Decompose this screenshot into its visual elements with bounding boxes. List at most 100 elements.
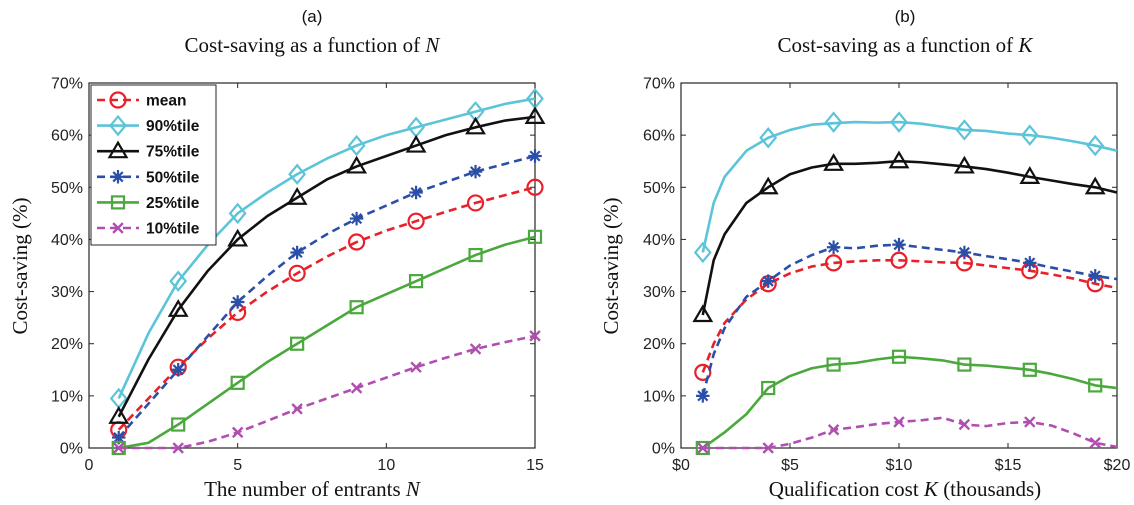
data-point-10pcttile-a xyxy=(113,442,125,454)
y-tick-label-b: 50% xyxy=(643,180,675,197)
data-point-75pcttile-b xyxy=(823,153,845,171)
x-axis-label-a-var: N xyxy=(405,477,421,501)
series-line-25pcttile-a xyxy=(118,235,536,450)
legend-label-25pcttile: 25%tile xyxy=(146,195,200,212)
y-tick-label-a: 10% xyxy=(51,388,83,405)
y-axis-label-b: Cost-saving (%) xyxy=(599,197,623,334)
data-point-75pcttile-a xyxy=(167,299,189,317)
series-line-25pcttile-b xyxy=(702,355,1118,450)
x-tick-label-a: 0 xyxy=(85,457,94,474)
y-tick-label-b: 10% xyxy=(643,388,675,405)
chart-title-a: Cost-saving as a function of N xyxy=(185,33,441,57)
legend-marker-50pcttile xyxy=(111,170,125,184)
data-point-90pcttile-a xyxy=(288,163,307,185)
data-point-25pcttile-a xyxy=(408,274,424,289)
data-point-50pcttile-a xyxy=(468,164,483,179)
data-point-mean-a xyxy=(526,178,544,196)
data-point-10pcttile-b xyxy=(1089,437,1101,449)
data-point-10pcttile-a xyxy=(469,343,482,355)
x-axis-label-b-suffix: (thousands) xyxy=(938,477,1041,501)
chart-title-a-var: N xyxy=(424,33,440,57)
data-point-25pcttile-b xyxy=(891,349,907,364)
series-line-10pcttile-a xyxy=(118,334,536,450)
x-axis-label-a: The number of entrants N xyxy=(204,477,421,501)
axes-box-a xyxy=(88,82,536,449)
data-point-10pcttile-a xyxy=(172,442,184,454)
data-point-75pcttile-b xyxy=(1019,166,1041,184)
chart-title-a-text: Cost-saving as a function of xyxy=(185,33,426,57)
y-tick-label-b: 30% xyxy=(643,284,675,301)
chart-panel-a: (a) Cost-saving as a function of N The n… xyxy=(8,7,546,501)
y-tick-label-b: 40% xyxy=(643,232,675,249)
data-point-50pcttile-a xyxy=(409,185,423,200)
x-tick-label-a: 10 xyxy=(377,457,395,474)
legend-marker-10pcttile xyxy=(112,222,124,234)
data-point-10pcttile-a xyxy=(529,330,541,342)
data-point-25pcttile-b xyxy=(826,357,841,372)
data-point-75pcttile-b xyxy=(888,150,910,169)
data-point-90pcttile-a xyxy=(169,270,188,292)
legend-a: mean 90%tile 75%tile 50%tile 25%tile 10%tile xyxy=(90,84,217,246)
y-tick-label-a: 50% xyxy=(51,180,83,197)
data-point-25pcttile-b xyxy=(761,380,776,396)
legend-marker-75pcttile xyxy=(107,140,129,159)
data-point-50pcttile-a xyxy=(528,149,542,163)
data-point-mean-b xyxy=(694,363,712,381)
data-point-75pcttile-a xyxy=(227,228,249,247)
data-point-75pcttile-a xyxy=(286,187,308,205)
series-line-50pcttile-a xyxy=(117,154,536,439)
legend-label-90pcttile: 90%tile xyxy=(146,118,200,135)
data-point-10pcttile-a xyxy=(350,382,363,394)
series-line-mean-a xyxy=(117,186,536,431)
y-tick-label-b: 20% xyxy=(643,336,675,353)
data-point-mean-b xyxy=(890,251,908,269)
legend-marker-90pcttile xyxy=(109,114,127,137)
data-point-75pcttile-a xyxy=(405,134,427,153)
data-point-10pcttile-b xyxy=(1024,416,1036,428)
panel-label-a: (a) xyxy=(302,7,323,26)
x-tick-label-b: $15 xyxy=(995,457,1022,474)
data-point-50pcttile-a xyxy=(230,295,245,309)
x-tick-label-a: 15 xyxy=(526,457,544,474)
series-line-50pcttile-b xyxy=(701,243,1118,397)
data-point-50pcttile-b xyxy=(957,245,972,260)
data-point-90pcttile-a xyxy=(347,134,366,157)
y-tick-label-a: 30% xyxy=(51,284,83,301)
y-tick-label-b: 0% xyxy=(652,441,675,458)
data-point-50pcttile-a xyxy=(349,211,364,226)
x-tick-label-b: $5 xyxy=(781,457,799,474)
data-point-50pcttile-b xyxy=(892,237,906,252)
chart-title-b: Cost-saving as a function of K xyxy=(778,33,1034,57)
data-point-90pcttile-b xyxy=(824,111,843,133)
y-tick-label-a: 60% xyxy=(51,128,83,145)
plot-area-b: 0% 10% 20% 30% 40% 50% 60% 70% $0 $5 $10 $15 $20 xyxy=(643,76,1130,475)
data-point-25pcttile-a xyxy=(230,375,245,390)
x-tick-label-b: $20 xyxy=(1104,457,1131,474)
data-point-10pcttile-b xyxy=(893,416,905,428)
data-point-75pcttile-b xyxy=(757,176,779,195)
chart-panel-b: (b) Cost-saving as a function of K Quali… xyxy=(599,7,1130,501)
x-tick-label-b: $10 xyxy=(886,457,913,474)
data-point-75pcttile-b xyxy=(953,155,975,174)
data-point-90pcttile-b xyxy=(693,241,712,264)
legend-label-mean: mean xyxy=(146,93,187,110)
data-point-75pcttile-a xyxy=(524,106,546,124)
data-point-50pcttile-a xyxy=(171,363,185,377)
data-point-50pcttile-b xyxy=(826,240,841,254)
data-point-10pcttile-a xyxy=(410,361,422,373)
series-line-90pcttile-b xyxy=(701,120,1118,253)
data-point-mean-b xyxy=(824,254,843,272)
y-tick-label-a: 70% xyxy=(51,76,83,93)
data-point-25pcttile-a xyxy=(468,247,483,263)
data-point-90pcttile-b xyxy=(1086,134,1105,157)
data-point-10pcttile-a xyxy=(291,403,303,415)
legend-label-50pcttile: 50%tile xyxy=(146,169,200,186)
data-point-50pcttile-a xyxy=(111,430,126,445)
series-line-75pcttile-a xyxy=(117,115,536,418)
data-point-10pcttile-b xyxy=(762,442,774,454)
panel-label-b: (b) xyxy=(895,7,916,26)
x-axis-label-b-text: Qualification cost xyxy=(769,477,924,501)
data-point-75pcttile-b xyxy=(1084,176,1106,195)
data-point-25pcttile-a xyxy=(171,417,186,432)
